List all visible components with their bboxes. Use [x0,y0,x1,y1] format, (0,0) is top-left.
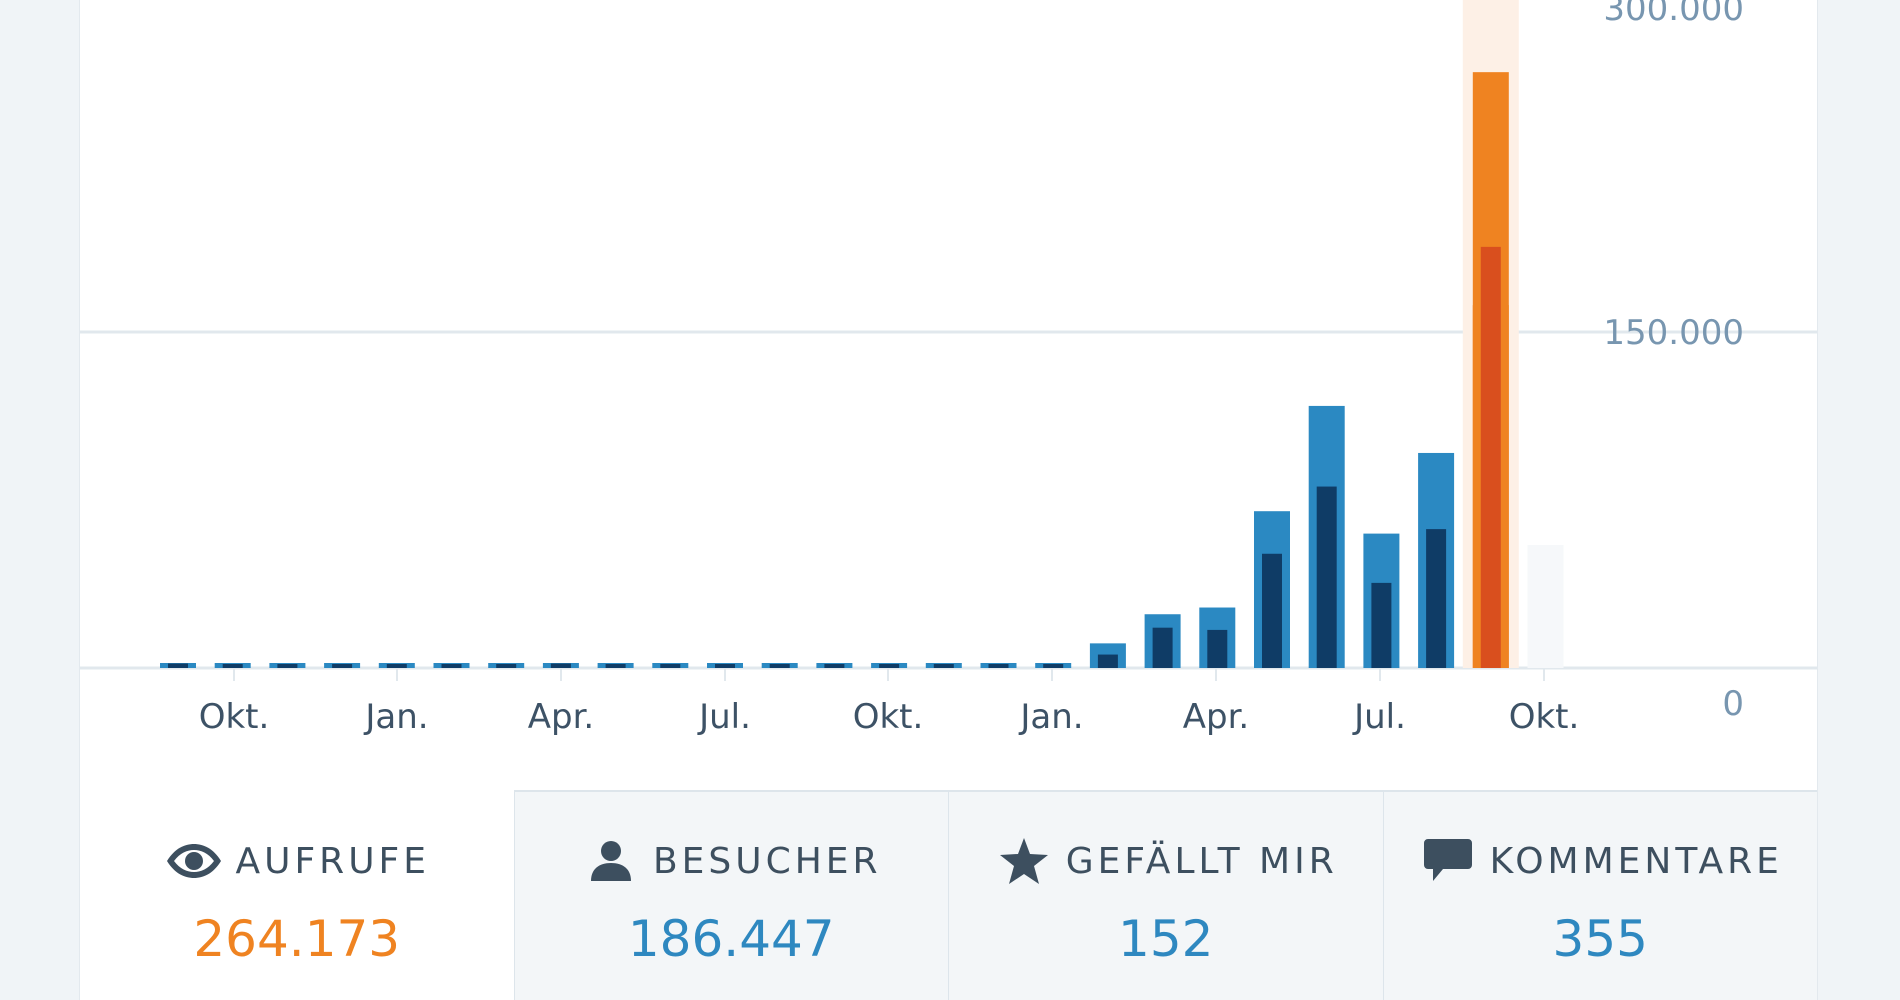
star-icon [994,837,1054,885]
bar-visitors [441,664,462,668]
bar-visitors [1262,553,1282,668]
bar-visitors [1043,664,1064,668]
tab-likes-value: 152 [1118,910,1214,968]
tab-views-header: AUFRUFE [80,837,514,885]
user-icon [581,837,641,885]
bar-visitors [1152,627,1173,668]
bar-visitors [879,664,900,668]
x-tick-label: Jan. [363,697,428,737]
tab-visitors-value: 186.447 [627,910,835,968]
y-tick-label: 0 [1722,684,1744,724]
bar-visitors [277,664,298,668]
bar-visitors [1207,629,1228,668]
bar-visitors [222,664,243,668]
bar-visitors [550,663,571,668]
x-tick-label: Apr. [1183,697,1250,737]
bar-visitors [1426,529,1447,668]
bar-visitors [1371,582,1392,668]
x-tick-label: Okt. [1509,697,1580,737]
eye-icon [164,837,224,885]
tab-comments-label: KOMMENTARE [1489,840,1783,882]
bar-visitors [332,664,353,668]
bar-visitors [496,664,517,668]
bar-visitors [769,664,790,668]
tab-comments-header: KOMMENTARE [1384,837,1818,885]
bar-visitors [1316,486,1337,668]
bar-visitors [386,664,407,668]
x-tick-label: Jul. [697,697,751,737]
y-tick-label: 150.000 [1603,313,1744,353]
tab-views[interactable]: AUFRUFE 264.173 [80,790,514,1000]
x-tick-label: Jan. [1018,697,1083,737]
bar-visitors-highlight [1480,246,1501,668]
tab-likes-header: GEFÄLLT MIR [949,837,1383,885]
bar-visitors [168,663,188,668]
upcoming-period-placeholder [1527,545,1564,668]
comment-icon [1418,837,1478,885]
bar-visitors [715,664,735,668]
stats-tabs: AUFRUFE 264.173 BESUCHER 186.447 [80,790,1817,1000]
x-tick-label: Apr. [528,697,595,737]
x-tick-label: Okt. [853,697,924,737]
bar-visitors [988,664,1009,668]
bar-visitors [933,664,954,668]
tab-views-value: 264.173 [193,910,401,968]
tab-visitors-header: BESUCHER [515,837,949,885]
tab-likes[interactable]: GEFÄLLT MIR 152 [948,790,1383,1000]
stats-card: 0 150.000 300.000 Okt. Jan. Apr. Jul. Okt. Jan. A… [79,0,1818,1000]
tab-visitors[interactable]: BESUCHER 186.447 [513,790,949,1000]
tab-comments[interactable]: KOMMENTARE 355 [1382,790,1818,1000]
tab-comments-value: 355 [1552,910,1648,968]
bar-visitors [660,664,681,668]
bar-visitors [824,664,845,668]
y-tick-label: 300.000 [1603,0,1744,29]
bar-visitors [605,664,626,668]
x-tick-label: Jul. [1352,697,1406,737]
tab-visitors-label: BESUCHER [652,840,882,882]
x-tick-label: Okt. [199,697,270,737]
bar-visitors [1097,654,1118,668]
tab-views-label: AUFRUFE [235,840,430,882]
bar-chart: 0 150.000 300.000 Okt. Jan. Apr. Jul. Okt. Jan. A… [80,0,1817,737]
stats-chart: 0 150.000 300.000 Okt. Jan. Apr. Jul. Okt. Jan. A… [80,0,1817,790]
tab-likes-label: GEFÄLLT MIR [1065,840,1338,882]
